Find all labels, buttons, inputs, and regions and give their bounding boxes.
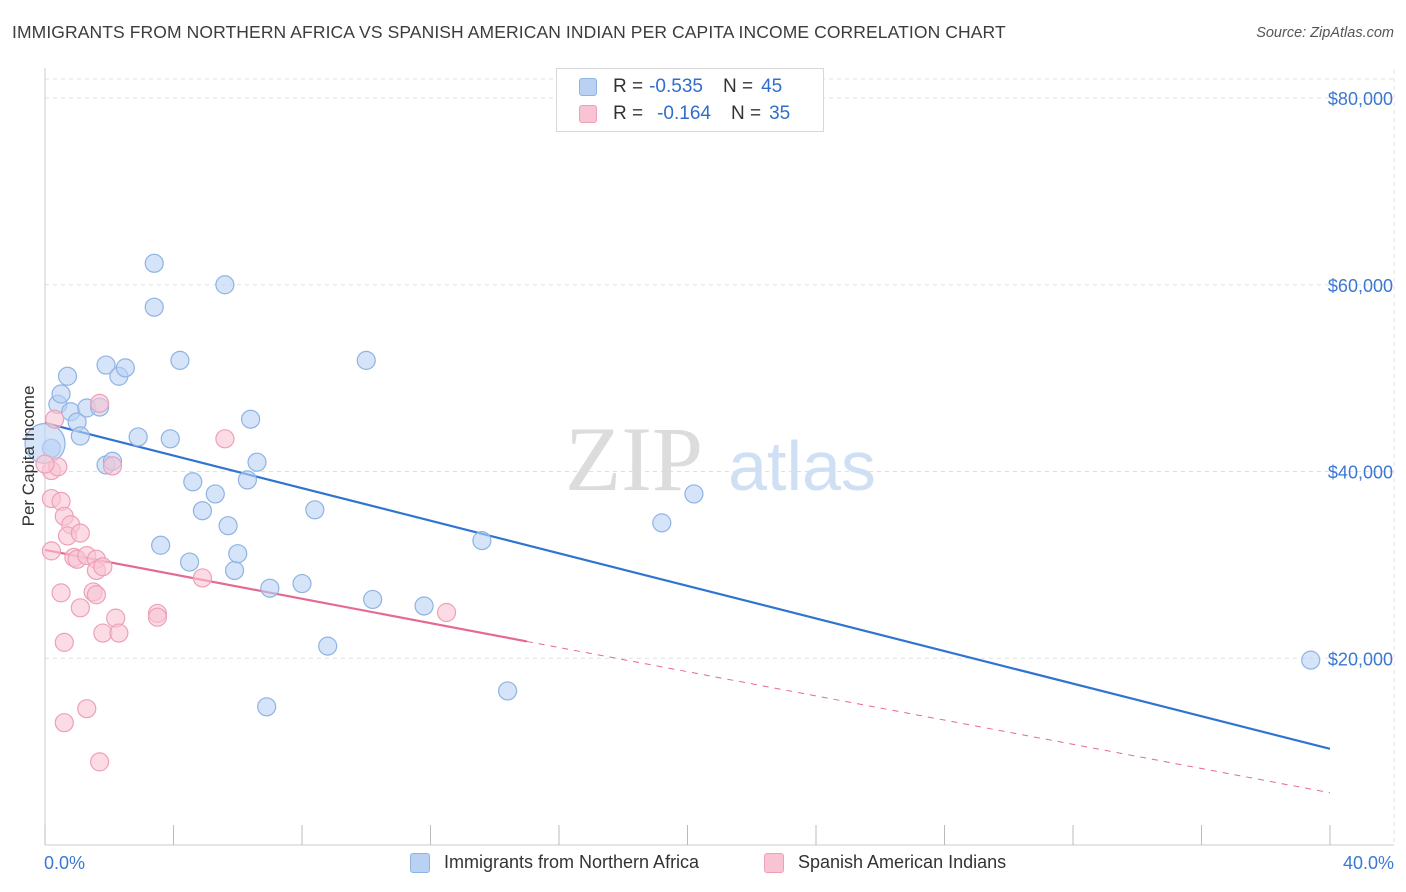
point-spanish-american-indian	[215, 429, 235, 449]
point-northern-africa	[472, 531, 492, 551]
point-northern-africa	[96, 355, 116, 375]
legend-n-value: 45	[761, 76, 783, 97]
series-legend: Immigrants from Northern Africa Spanish …	[0, 852, 1406, 878]
point-northern-africa	[51, 384, 71, 404]
source-credit: Source: ZipAtlas.com	[1256, 25, 1394, 41]
point-northern-africa	[128, 427, 148, 447]
y-tick-label: $80,000	[1328, 89, 1393, 109]
trend-line-pink-dashed	[526, 640, 1331, 794]
point-spanish-american-indian	[109, 623, 129, 643]
point-northern-africa	[218, 516, 238, 536]
point-northern-africa	[70, 426, 90, 446]
point-northern-africa	[305, 500, 325, 520]
point-northern-africa	[241, 409, 261, 429]
point-spanish-american-indian	[70, 598, 90, 618]
point-northern-africa	[57, 366, 78, 386]
trend-line-pink	[44, 548, 528, 643]
point-spanish-american-indian	[51, 583, 71, 603]
y-tick-label: $20,000	[1328, 649, 1393, 669]
point-northern-africa	[144, 297, 164, 317]
trend-line-blue	[44, 421, 1331, 750]
point-spanish-american-indian	[93, 557, 113, 577]
chart-title: IMMIGRANTS FROM NORTHERN AFRICA VS SPANI…	[12, 22, 1006, 42]
point-spanish-american-indian	[70, 523, 90, 543]
x-tick-label-max: 40.0%	[1343, 853, 1394, 873]
point-northern-africa	[224, 560, 245, 581]
point-spanish-american-indian	[436, 602, 457, 623]
point-northern-africa	[684, 484, 704, 504]
point-northern-africa	[170, 350, 190, 370]
point-spanish-american-indian	[86, 585, 107, 605]
point-northern-africa	[144, 253, 164, 273]
legend-row-blue: R = -0.535 N = 45	[579, 74, 782, 100]
legend-swatch-blue	[579, 78, 597, 96]
x-tick-label-min: 0.0%	[44, 853, 85, 873]
legend-n-value: 35	[769, 103, 791, 124]
point-northern-africa	[215, 275, 235, 295]
point-northern-africa	[151, 535, 171, 555]
point-spanish-american-indian	[45, 409, 65, 429]
point-spanish-american-indian	[90, 393, 110, 413]
tick-labels: $20,000 $40,000 $60,000 $80,000 0.0% 40.0%	[44, 89, 1394, 873]
point-northern-africa	[414, 596, 434, 616]
point-northern-africa	[237, 470, 257, 490]
point-spanish-american-indian	[192, 568, 213, 588]
point-northern-africa	[247, 452, 267, 472]
series-legend-swatch-pink	[764, 852, 784, 873]
point-northern-africa	[160, 429, 180, 449]
point-northern-africa	[292, 573, 312, 594]
point-spanish-american-indian	[147, 607, 168, 627]
series-legend-item-pink: Spanish American Indians	[764, 852, 1006, 873]
y-tick-label: $60,000	[1328, 276, 1393, 296]
point-northern-africa	[192, 501, 213, 521]
point-northern-africa	[1301, 650, 1321, 670]
legend-n-label: N =	[730, 103, 762, 124]
data-points	[24, 253, 1321, 772]
axes	[44, 68, 1394, 846]
point-northern-africa	[115, 358, 135, 378]
point-northern-africa	[257, 697, 277, 717]
point-northern-africa	[318, 636, 338, 656]
point-spanish-american-indian	[41, 541, 62, 561]
point-spanish-american-indian	[54, 632, 74, 652]
watermark-atlas: atlas	[728, 427, 876, 505]
point-northern-africa	[260, 578, 280, 598]
legend-r-label: R =	[613, 103, 644, 124]
watermark-zip: ZIP	[565, 408, 703, 510]
point-northern-africa	[652, 513, 672, 533]
trend-lines	[44, 421, 1331, 794]
series-legend-label-blue: Immigrants from Northern Africa	[444, 852, 700, 872]
point-spanish-american-indian	[35, 454, 55, 474]
point-spanish-american-indian	[77, 699, 97, 719]
point-northern-africa	[363, 589, 383, 610]
point-northern-africa	[205, 484, 225, 504]
legend-n-label: N =	[722, 76, 754, 97]
legend-row-pink: R = -0.164 N = 35	[579, 101, 790, 127]
point-northern-africa	[228, 544, 248, 564]
point-northern-africa	[356, 350, 376, 370]
point-spanish-american-indian	[90, 752, 110, 772]
legend-swatch-pink	[579, 105, 597, 123]
legend-r-value: -0.164	[657, 103, 711, 124]
y-tick-label: $40,000	[1328, 463, 1393, 483]
point-spanish-american-indian	[102, 456, 123, 476]
point-spanish-american-indian	[54, 713, 74, 733]
legend-r-label: R =	[613, 76, 644, 97]
series-legend-label-pink: Spanish American Indians	[798, 852, 1007, 872]
grid-lines	[45, 70, 1395, 845]
point-spanish-american-indian	[93, 623, 113, 643]
point-northern-africa	[183, 472, 203, 492]
legend-r-value: -0.535	[649, 76, 703, 97]
point-northern-africa	[498, 681, 518, 701]
series-legend-item-blue: Immigrants from Northern Africa	[410, 852, 699, 873]
correlation-legend: R = -0.535 N = 45 R = -0.164 N = 35	[556, 68, 824, 132]
y-axis-label: Per Capita Income	[19, 386, 38, 527]
point-northern-africa	[179, 552, 200, 572]
series-legend-swatch-blue	[410, 852, 430, 873]
